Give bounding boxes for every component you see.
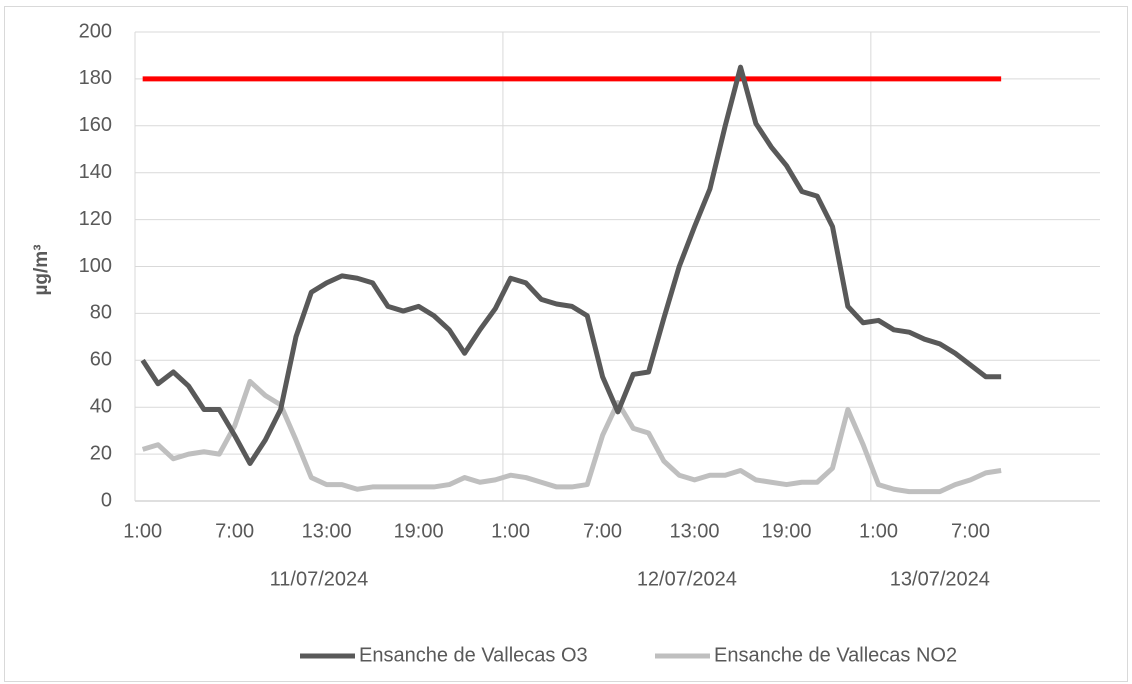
y-tick-label: 180 — [79, 67, 112, 89]
x-tick-label: 19:00 — [761, 520, 811, 542]
series-line — [141, 378, 1002, 495]
y-tick-label: 40 — [90, 395, 112, 417]
x-tick-label: 1:00 — [123, 520, 162, 542]
x-tick-label: 1:00 — [491, 520, 530, 542]
x-tick-label: 7:00 — [583, 520, 622, 542]
y-tick-label: 0 — [101, 489, 112, 511]
y-tick-label: 100 — [79, 255, 112, 277]
series-line — [140, 64, 1002, 466]
x-group-label: 13/07/2024 — [890, 568, 990, 590]
legend-label: Ensanche de Vallecas O3 — [359, 644, 588, 666]
legend-label: Ensanche de Vallecas NO2 — [714, 644, 957, 666]
x-tick-label: 7:00 — [951, 520, 990, 542]
x-tick-label: 13:00 — [670, 520, 720, 542]
x-tick-label: 19:00 — [394, 520, 444, 542]
y-tick-label: 80 — [90, 302, 112, 324]
y-tick-label: 20 — [90, 442, 112, 464]
y-tick-label: 140 — [79, 161, 112, 183]
y-tick-label: 160 — [79, 114, 112, 136]
x-group-label: 11/07/2024 — [270, 568, 369, 590]
x-tick-label: 1:00 — [859, 520, 898, 542]
y-tick-label: 200 — [79, 20, 112, 42]
x-tick-label: 7:00 — [215, 520, 254, 542]
x-group-label: 12/07/2024 — [637, 568, 737, 590]
y-tick-label: 60 — [90, 349, 112, 371]
y-tick-label: 120 — [79, 208, 112, 230]
y-axis-label: µg/m³ — [31, 244, 52, 295]
x-tick-label: 13:00 — [302, 520, 352, 542]
